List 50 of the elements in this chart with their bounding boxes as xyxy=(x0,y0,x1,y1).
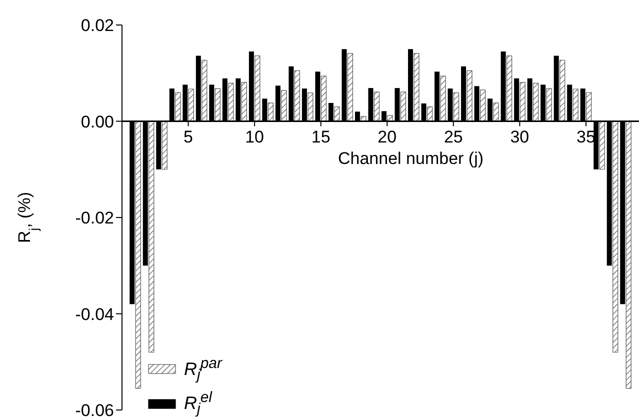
bar xyxy=(520,82,526,122)
bar xyxy=(414,53,420,122)
bar xyxy=(254,56,260,122)
bar xyxy=(294,70,300,122)
bar xyxy=(599,120,605,170)
bar xyxy=(426,106,433,122)
x-tick-label: 5 xyxy=(184,127,194,146)
bar xyxy=(506,56,512,122)
bar xyxy=(572,88,578,122)
bar xyxy=(387,115,393,122)
bar xyxy=(612,120,618,353)
bar xyxy=(175,92,181,122)
bar xyxy=(228,82,234,122)
bar xyxy=(188,88,194,122)
bar xyxy=(202,60,208,122)
bar xyxy=(493,102,499,122)
bar xyxy=(268,102,274,122)
bar xyxy=(586,92,592,122)
bar xyxy=(308,92,314,122)
bar xyxy=(480,90,486,122)
bar xyxy=(360,116,366,122)
bar xyxy=(400,92,406,122)
bar xyxy=(320,76,327,122)
x-tick-label: 15 xyxy=(311,127,330,146)
y-tick-label: -0.06 xyxy=(75,401,114,418)
bar xyxy=(440,76,446,122)
x-tick-label: 25 xyxy=(444,127,463,146)
y-tick-label: 0.00 xyxy=(80,112,114,132)
x-tick-label: 20 xyxy=(378,127,397,146)
bar xyxy=(466,70,472,122)
bar xyxy=(334,106,340,122)
bar xyxy=(374,92,380,122)
bar xyxy=(162,120,168,170)
bar xyxy=(626,120,632,389)
y-tick-label: -0.04 xyxy=(75,304,114,324)
y-tick-label: -0.02 xyxy=(75,208,114,228)
x-axis-title: Channel number (j) xyxy=(338,149,484,170)
bar xyxy=(281,90,287,122)
bar xyxy=(560,60,566,122)
bar xyxy=(135,120,141,389)
bar xyxy=(214,88,220,122)
bar xyxy=(347,53,354,122)
x-tick-label: 10 xyxy=(245,127,264,146)
bar xyxy=(453,92,460,122)
x-tick-label: 30 xyxy=(510,127,530,146)
bar xyxy=(546,88,552,122)
bar xyxy=(533,82,539,122)
bar xyxy=(148,120,154,353)
y-tick-label: 0.02 xyxy=(80,16,114,36)
bar xyxy=(241,82,247,122)
